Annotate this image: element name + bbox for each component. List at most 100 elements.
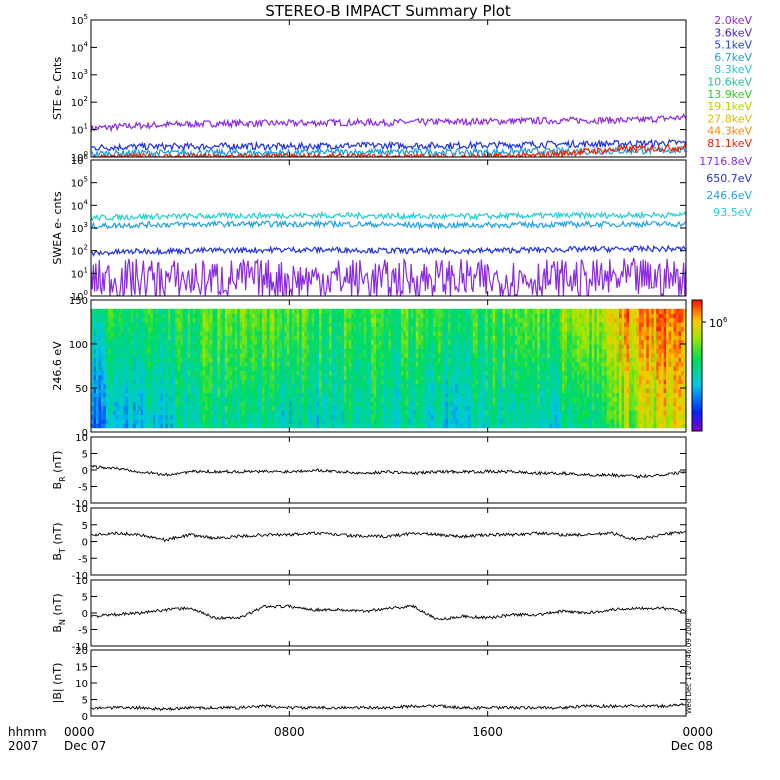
heat-cell [495,344,499,349]
heat-cell [480,414,484,420]
heat-cell [470,308,474,314]
heat-cell [519,361,523,367]
heat-cell [306,392,310,398]
heat-cell [219,418,223,424]
heat-cell [210,344,214,349]
heat-cell [108,405,112,411]
heat-cell [175,370,179,376]
heat-cell [433,423,437,429]
heat-cell [229,383,233,389]
heat-cell [279,370,283,376]
heat-cell [522,383,526,389]
heat-cell [264,339,268,345]
heat-cell [361,339,365,345]
heat-cell [413,388,417,393]
heat-cell [403,366,407,371]
heat-cell [529,423,533,429]
heat-cell [294,396,298,402]
heat-cell [244,361,248,367]
heat-cell [321,396,325,402]
heat-cell [207,418,211,424]
heat-cell [376,339,380,345]
heat-cell [210,308,214,314]
heat-cell [162,405,166,411]
heat-cell [341,366,345,371]
heat-cell [157,423,162,429]
heat-cell [485,414,489,420]
heat-cell [269,374,273,380]
heat-cell [532,335,536,341]
heat-cell [435,352,439,358]
heat-cell [262,317,266,323]
heat-cell [532,374,536,380]
heat-cell [304,326,308,332]
heat-cell [448,352,452,358]
heat-cell [457,401,461,407]
heat-cell [284,339,288,345]
heat-cell [200,326,204,332]
heat-cell [271,326,276,332]
heat-cell [100,383,104,389]
heat-cell [390,366,395,371]
heat-cell [222,308,226,314]
heat-cell [128,396,132,402]
heat-cell [482,374,486,380]
heat-cell [467,414,471,420]
heat-cell [95,418,100,424]
heat-cell [249,344,253,349]
heat-cell [455,361,459,367]
heat-cell [170,418,174,424]
heat-cell [524,308,528,314]
heat-cell [415,335,419,341]
heat-cell [413,317,417,323]
heat-cell [284,392,288,398]
heat-cell [331,313,335,319]
heat-cell [329,423,333,429]
heat-cell [91,344,95,349]
heat-cell [128,370,132,376]
heat-cell [376,348,380,354]
heat-cell [363,348,367,354]
heat-cell [247,313,251,319]
heat-cell [482,401,486,407]
heat-cell [274,352,278,358]
heat-cell [505,348,509,354]
heat-cell [175,339,179,345]
heat-cell [264,383,268,389]
heat-cell [239,361,243,367]
heat-cell [202,423,206,429]
heat-cell [222,388,226,393]
heat-cell [512,330,516,336]
heat-cell [160,344,164,349]
heat-cell [326,352,330,358]
heat-cell [207,374,211,380]
heat-cell [388,352,392,358]
heat-cell [517,401,521,407]
heat-cell [135,405,139,411]
heat-cell [435,379,439,385]
heat-cell [460,396,464,402]
heat-cell [462,396,466,402]
heat-cell [522,344,526,349]
heat-cell [423,410,427,415]
heat-cell [222,361,226,367]
heat-cell [252,317,256,323]
heat-cell [329,396,333,402]
heat-cell [509,313,514,319]
heat-cell [130,352,134,358]
heat-cell [93,322,97,327]
heat-cell [192,414,196,420]
heat-cell [440,357,444,363]
heat-cell [348,370,352,376]
heat-cell [200,357,204,363]
heat-cell [227,348,231,354]
heat-cell [450,326,454,332]
heat-cell [326,317,330,323]
heat-cell [492,370,496,376]
heat-cell [254,361,258,367]
heat-cell [373,374,377,380]
heat-cell [130,357,134,363]
heat-cell [224,317,228,323]
heat-cell [460,366,464,371]
heat-cell [145,370,149,376]
